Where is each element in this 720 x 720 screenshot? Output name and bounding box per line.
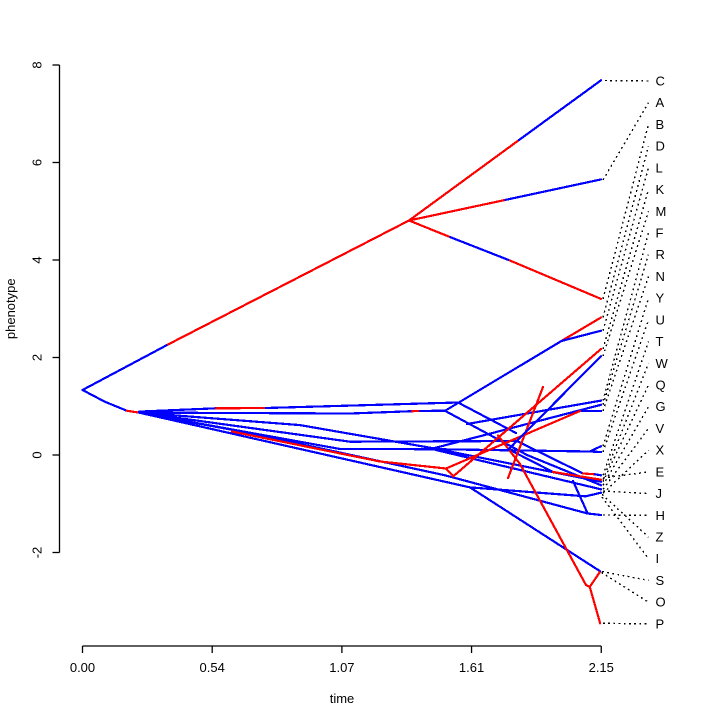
svg-text:time: time	[330, 691, 355, 706]
svg-text:F: F	[656, 226, 664, 241]
svg-text:S: S	[656, 573, 665, 588]
svg-text:B: B	[656, 117, 665, 132]
svg-text:-2: -2	[30, 547, 45, 559]
svg-text:0: 0	[30, 451, 45, 458]
svg-text:0.54: 0.54	[200, 660, 225, 675]
svg-text:K: K	[656, 182, 665, 197]
svg-text:U: U	[656, 312, 665, 327]
svg-text:X: X	[656, 443, 665, 458]
svg-text:4: 4	[30, 256, 45, 263]
svg-text:P: P	[656, 616, 665, 631]
svg-text:8: 8	[30, 61, 45, 68]
svg-text:C: C	[656, 74, 665, 89]
svg-text:0.00: 0.00	[70, 660, 95, 675]
svg-text:6: 6	[30, 159, 45, 166]
svg-text:1.61: 1.61	[459, 660, 484, 675]
svg-text:2.15: 2.15	[589, 660, 614, 675]
svg-text:W: W	[656, 356, 669, 371]
svg-text:E: E	[656, 464, 665, 479]
svg-text:V: V	[656, 421, 665, 436]
svg-text:1.07: 1.07	[329, 660, 354, 675]
svg-text:Y: Y	[656, 291, 665, 306]
svg-text:Z: Z	[656, 530, 664, 545]
svg-text:H: H	[656, 508, 665, 523]
svg-text:Q: Q	[656, 378, 666, 393]
svg-text:phenotype: phenotype	[3, 278, 18, 339]
svg-text:2: 2	[30, 354, 45, 361]
svg-text:N: N	[656, 269, 665, 284]
svg-text:J: J	[656, 486, 663, 501]
svg-text:G: G	[656, 399, 666, 414]
svg-text:L: L	[656, 160, 663, 175]
svg-text:O: O	[656, 595, 666, 610]
svg-text:D: D	[656, 139, 665, 154]
svg-text:A: A	[656, 95, 665, 110]
svg-text:T: T	[656, 334, 664, 349]
svg-text:R: R	[656, 247, 665, 262]
svg-text:M: M	[656, 204, 667, 219]
svg-text:I: I	[656, 551, 660, 566]
